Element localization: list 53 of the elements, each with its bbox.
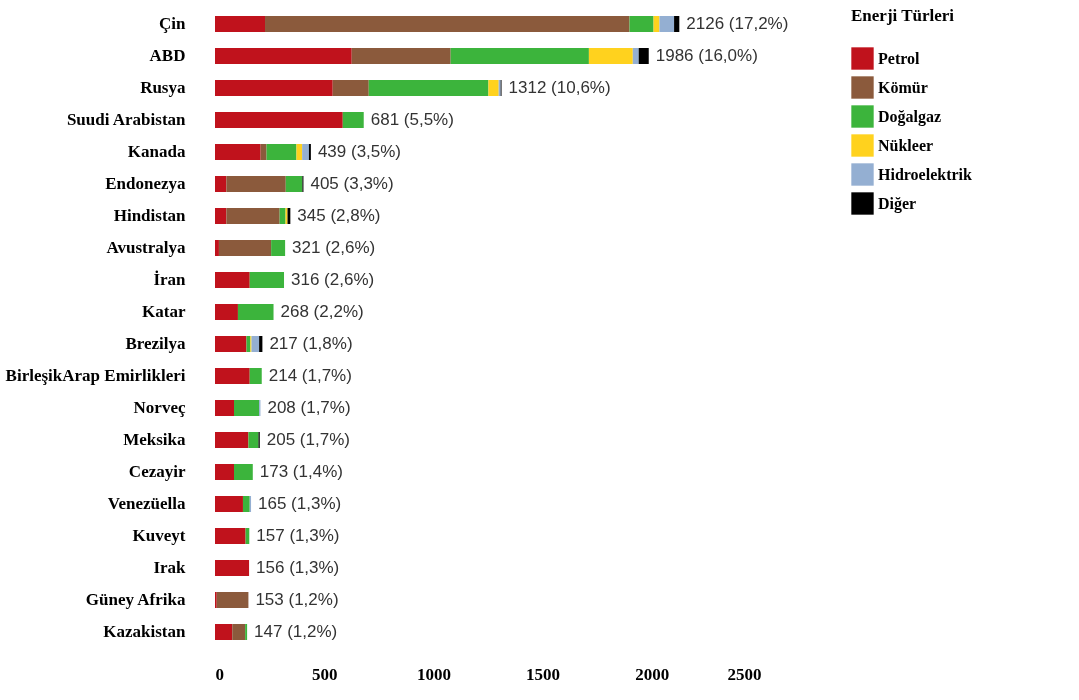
total-label: 205 (1,7%) — [266, 430, 350, 449]
x-tick-label: 500 — [311, 664, 338, 684]
y-tick-label: Çin — [159, 14, 187, 33]
y-tick-label: Kanada — [127, 142, 186, 161]
y-tick-label: Hindistan — [113, 206, 187, 225]
total-label: 1312 (10,6%) — [508, 78, 611, 97]
x-tick-label: 2000 — [635, 664, 670, 684]
x-tick-label: 1000 — [416, 664, 451, 684]
y-tick-label: Güney Afrika — [85, 590, 186, 609]
total-label: 321 (2,6%) — [292, 238, 376, 257]
total-label: 157 (1,3%) — [256, 526, 340, 545]
legend-label: Petrol — [878, 49, 921, 67]
legend-label: Doğalgaz — [878, 107, 942, 126]
total-label: 1986 (16,0%) — [655, 46, 758, 65]
y-tick-label: İran — [153, 270, 187, 289]
x-tick-label: 1500 — [526, 664, 561, 684]
x-tick-label: 2500 — [727, 664, 762, 684]
total-label: 156 (1,3%) — [256, 558, 340, 577]
total-label: 268 (2,2%) — [280, 302, 364, 321]
y-tick-label: Endonezya — [105, 174, 186, 193]
total-label: 681 (5,5%) — [370, 110, 454, 129]
legend-title: Enerji Türleri — [851, 6, 955, 25]
y-tick-label: Irak — [153, 558, 187, 577]
y-tick-label: ABD — [149, 46, 186, 65]
x-tick-label: 0 — [215, 664, 224, 684]
total-label: 217 (1,8%) — [269, 334, 353, 353]
total-label: 153 (1,2%) — [255, 590, 339, 609]
y-tick-label: Katar — [142, 302, 186, 321]
y-tick-label: Rusya — [140, 78, 186, 97]
total-label: 165 (1,3%) — [258, 494, 342, 513]
legend-label: Nükleer — [878, 136, 934, 154]
y-tick-label: Meksika — [123, 430, 186, 449]
y-tick-label: Kazakistan — [103, 622, 187, 641]
total-label: 208 (1,7%) — [267, 398, 351, 417]
y-tick-label: Suudi Arabistan — [66, 110, 187, 129]
legend-label: Hidroelektrik — [878, 165, 973, 183]
y-tick-label: Kuveyt — [132, 526, 186, 545]
total-label: 439 (3,5%) — [317, 142, 402, 161]
legend-label: Kömür — [878, 78, 928, 96]
total-label: 214 (1,7%) — [268, 366, 352, 385]
total-label: 173 (1,4%) — [259, 462, 343, 481]
total-label: 405 (3,3%) — [310, 174, 394, 193]
y-tick-label: Brezilya — [125, 334, 186, 353]
total-label: 147 (1,2%) — [254, 622, 338, 641]
total-label: 345 (2,8%) — [297, 206, 381, 225]
total-label: 2126 (17,2%) — [686, 14, 789, 33]
y-tick-label: BirleşikArap Emirlikleri — [5, 366, 186, 385]
y-tick-label: Cezayir — [128, 462, 186, 481]
y-tick-label: Avustralya — [106, 238, 186, 257]
y-tick-label: Venezüella — [107, 494, 186, 513]
y-tick-label: Norveç — [133, 398, 186, 417]
total-label: 316 (2,6%) — [291, 270, 375, 289]
legend-label: Diğer — [878, 194, 917, 213]
